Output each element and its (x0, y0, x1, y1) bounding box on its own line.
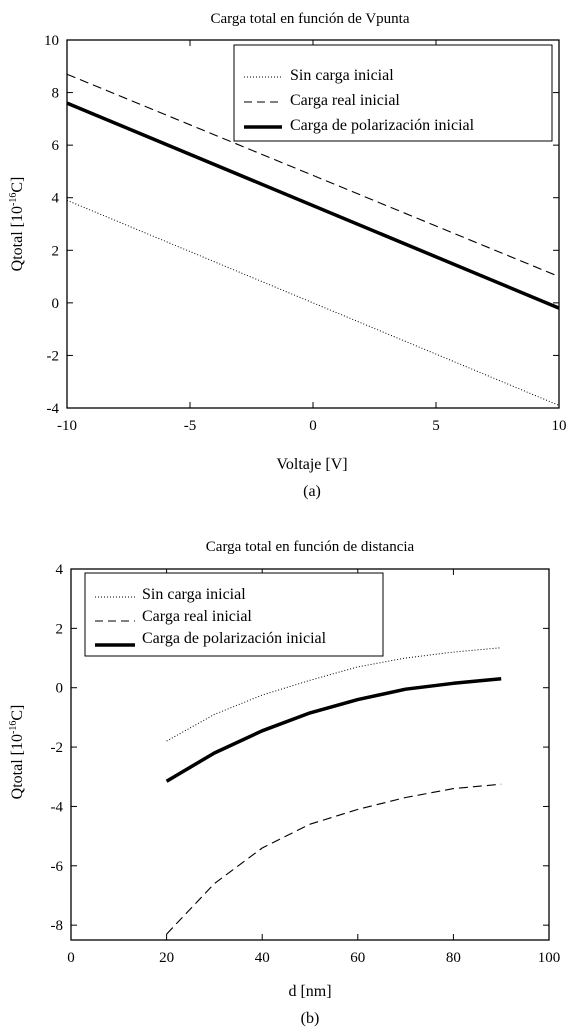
x-tick-label: 60 (350, 950, 365, 966)
y-axis-exponent: -16 (8, 193, 19, 206)
x-tick-label: 20 (159, 950, 174, 966)
legend-label-sin-carga: Sin carga inicial (290, 67, 394, 84)
y-tick-label: -4 (47, 401, 60, 417)
y-tick-label: -4 (51, 799, 64, 815)
x-axis-label: d [nm] (288, 983, 331, 1000)
x-tick-label: 0 (67, 950, 75, 966)
series-line (66, 199, 560, 406)
panel-label: (a) (303, 483, 321, 500)
x-tick-label: -5 (184, 418, 197, 434)
y-axis-label: Qtotal [10-16C] (8, 177, 26, 272)
legend: Sin carga inicial Carga real inicial Car… (233, 44, 553, 142)
y-tick-label: -2 (47, 348, 60, 364)
legend-box (233, 44, 553, 142)
legend-label-sin-carga: Sin carga inicial (142, 586, 246, 603)
series-line (165, 677, 502, 783)
y-tick-label: 8 (52, 86, 60, 102)
panel-a: Carga total en función de Vpunta -4 -2 0 2 4… (8, 11, 567, 500)
legend-label-carga-polarizacion: Carga de polarización inicial (290, 117, 475, 134)
panel-b: Carga total en función de distancia -8 -6… (8, 539, 560, 1027)
x-tick-label: -10 (57, 418, 77, 434)
y-tick-labels: -8 -6 -4 -2 0 2 4 (51, 562, 549, 934)
chart-title: Carga total en función de Vpunta (211, 11, 410, 27)
x-tick-label: 0 (309, 418, 317, 434)
y-tick-label: -2 (51, 740, 64, 756)
x-tick-label: 80 (446, 950, 461, 966)
series-line (166, 647, 502, 742)
legend-label-carga-real: Carga real inicial (142, 608, 252, 625)
y-tick-label: 4 (56, 562, 64, 578)
x-tick-label: 10 (552, 418, 567, 434)
y-tick-label: -6 (51, 859, 64, 875)
y-tick-label: -8 (51, 918, 64, 934)
plot-frame (70, 568, 550, 941)
x-tick-label: 100 (538, 950, 561, 966)
series-line (166, 783, 502, 935)
x-tick-label: 40 (255, 950, 270, 966)
y-axis-exponent: -16 (8, 721, 19, 734)
y-tick-label: 2 (52, 243, 60, 259)
legend-box (84, 572, 384, 657)
y-axis-label: Qtotal [10-16C] (8, 705, 26, 800)
y-tick-label: 2 (56, 621, 64, 637)
panel-label: (b) (301, 1010, 320, 1027)
series-group (66, 73, 560, 406)
y-tick-label: 10 (44, 33, 59, 49)
series-group (165, 647, 502, 935)
y-tick-label: 0 (52, 296, 60, 312)
legend-label-carga-real: Carga real inicial (290, 92, 400, 109)
y-tick-label: 0 (56, 681, 64, 697)
x-tick-label: 5 (432, 418, 440, 434)
series-line (66, 101, 560, 310)
legend: Sin carga inicial Carga real inicial Car… (84, 572, 384, 657)
chart-title: Carga total en función de distancia (206, 539, 415, 555)
y-tick-labels: -4 -2 0 2 4 6 8 10 (44, 33, 559, 417)
legend-label-carga-polarizacion: Carga de polarización inicial (142, 630, 327, 647)
x-axis-label: Voltaje [V] (276, 456, 347, 473)
y-tick-label: 4 (52, 191, 60, 207)
y-tick-label: 6 (52, 138, 60, 154)
series-line (66, 73, 560, 278)
x-tick-labels: -10 -5 0 5 10 (57, 40, 567, 434)
x-tick-labels: 0 20 40 60 80 100 (67, 569, 560, 966)
